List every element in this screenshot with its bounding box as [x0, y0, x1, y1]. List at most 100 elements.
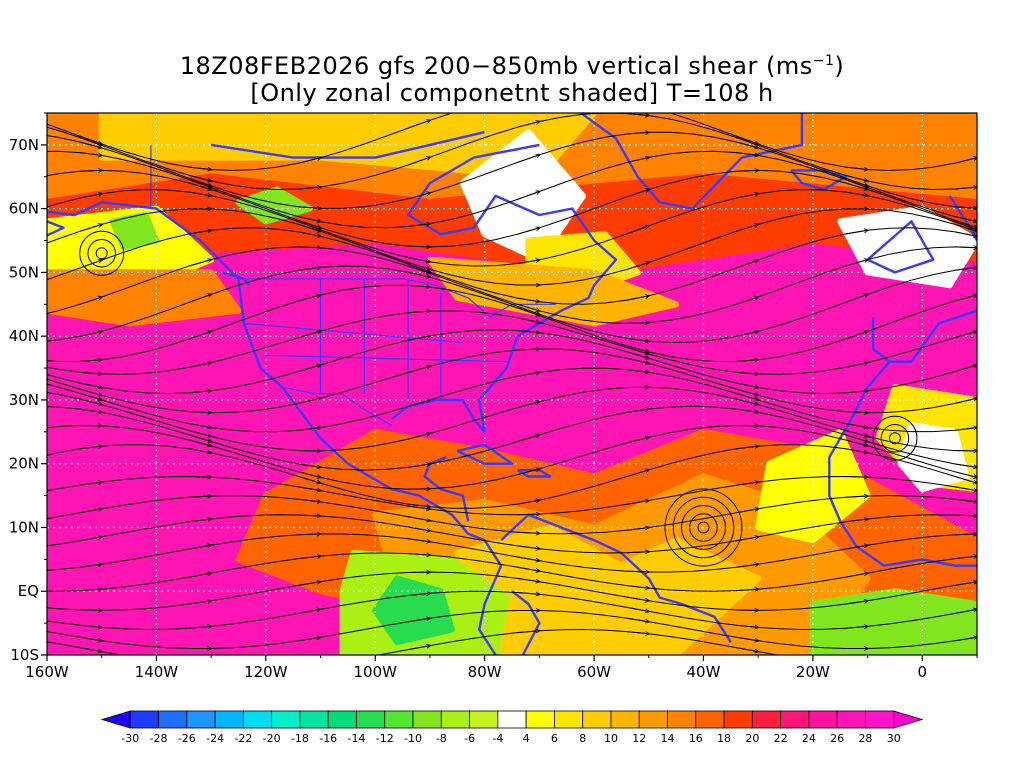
- streamline-arrow: [189, 626, 211, 628]
- streamline-arrow: [298, 582, 321, 586]
- lon-tick-label: 160W: [25, 663, 69, 681]
- eddy-ring-2: [872, 415, 918, 461]
- streamline-arrow: [626, 357, 649, 363]
- streamline-arrow: [955, 187, 977, 189]
- streamline-arrow: [408, 593, 430, 595]
- border-segment-8: [265, 354, 507, 363]
- streamline-arrow: [189, 177, 211, 186]
- streamline-arrow: [189, 423, 211, 428]
- eddy-ring-1: [697, 521, 710, 534]
- colorbar-label: 8: [579, 732, 586, 745]
- colorbar-box: [186, 710, 216, 729]
- colorbar-label: -20: [263, 732, 281, 745]
- lat-tick-label: 30N: [9, 391, 39, 409]
- streamline-arrow: [517, 532, 539, 533]
- streamline-arrow: [736, 372, 758, 374]
- colorbar-label: 24: [802, 732, 816, 745]
- colorbar-box: [271, 710, 301, 729]
- streamline-arrow: [298, 365, 321, 373]
- streamline-arrow: [736, 135, 758, 144]
- streamline-arrow: [955, 231, 977, 236]
- streamline-arrow: [407, 257, 430, 262]
- streamline-arrow: [298, 637, 321, 642]
- colorbar-label: -6: [464, 732, 475, 745]
- streamline-arrow: [298, 471, 321, 478]
- streamline-arrow: [845, 434, 868, 442]
- streamline-arrow: [626, 351, 649, 359]
- streamline-arrow: [517, 631, 539, 633]
- streamline-arrow: [517, 192, 539, 200]
- streamline-arrow: [845, 230, 868, 235]
- coastline-segment-7: [866, 220, 935, 274]
- streamline-arrow: [79, 625, 102, 627]
- eddy-ring-1: [680, 504, 726, 550]
- streamline-arrow: [298, 556, 321, 560]
- streamline-arrow: [298, 295, 321, 302]
- colorbar-label: -8: [436, 732, 447, 745]
- streamline-arrow: [626, 345, 649, 352]
- streamline-arrow: [846, 665, 868, 667]
- streamline-arrow: [845, 191, 868, 196]
- streamline-arrow: [189, 496, 211, 497]
- colorbar-label: -12: [376, 732, 394, 745]
- streamline-arrow: [955, 498, 977, 502]
- streamline-arrow: [736, 482, 758, 486]
- coastline-segment-3: [500, 513, 732, 643]
- eddy-ring-2: [888, 432, 901, 445]
- streamline-arrow: [736, 152, 758, 156]
- colorbar-label: -14: [347, 732, 365, 745]
- streamline-arrow: [298, 498, 321, 502]
- streamline-arrow: [407, 224, 430, 227]
- lon-tick-label: 140W: [135, 663, 179, 681]
- colorbar-label: -26: [178, 732, 196, 745]
- shading-region-14: [372, 575, 455, 646]
- streamline-arrow: [845, 260, 868, 267]
- streamline-arrow: [189, 191, 211, 196]
- colorbar-box: [554, 710, 584, 729]
- shading-region-16: [235, 186, 313, 225]
- streamline-arrow: [626, 337, 649, 341]
- streamline-arrow: [736, 297, 758, 305]
- streamline-arrow: [408, 311, 430, 313]
- colorbar-label: 28: [858, 732, 872, 745]
- streamline-arrow: [955, 398, 977, 404]
- coastline-segment-4: [511, 590, 541, 655]
- colorbar-label: 14: [661, 732, 675, 745]
- streamline-arrow: [298, 331, 321, 339]
- streamline-arrow: [955, 207, 977, 209]
- streamline-arrow: [79, 589, 102, 590]
- streamline-arrow: [189, 448, 211, 453]
- streamline-arrow: [79, 388, 102, 395]
- streamline-arrow: [189, 430, 211, 436]
- streamline-arrow: [954, 365, 977, 373]
- streamline-arrow: [407, 503, 430, 507]
- shading-region-18: [897, 422, 970, 493]
- lat-tick-label: 50N: [9, 263, 39, 281]
- streamline-arrow: [626, 262, 649, 270]
- streamline-arrow: [736, 446, 758, 450]
- streamline-arrow: [845, 573, 868, 578]
- lat-tick-label: EQ: [18, 582, 39, 600]
- streamline-arrow: [189, 294, 211, 303]
- coastline-segment-9: [871, 309, 977, 363]
- streamline-arrow: [736, 647, 758, 652]
- streamline-arrow: [79, 224, 102, 232]
- streamline-arrow: [79, 408, 102, 412]
- colorbar-box: [412, 710, 442, 729]
- streamline-arrow: [407, 618, 430, 623]
- lon-tick-label: 80W: [468, 663, 502, 681]
- streamline-arrow: [954, 331, 977, 339]
- colorbar-box: [582, 710, 612, 729]
- lon-tick-label: 40W: [687, 663, 721, 681]
- colorbar-box: [667, 710, 697, 729]
- streamline-arrow: [626, 632, 649, 634]
- colorbar-box: [751, 710, 782, 729]
- colorbar-box: [836, 710, 866, 729]
- streamline-arrow: [845, 519, 868, 523]
- streamline-arrow: [189, 519, 211, 523]
- colorbar-box: [440, 710, 470, 729]
- streamline-arrow: [407, 538, 430, 542]
- streamline-arrow: [626, 596, 649, 601]
- streamline-arrow: [626, 552, 649, 553]
- streamline-arrow: [736, 408, 758, 412]
